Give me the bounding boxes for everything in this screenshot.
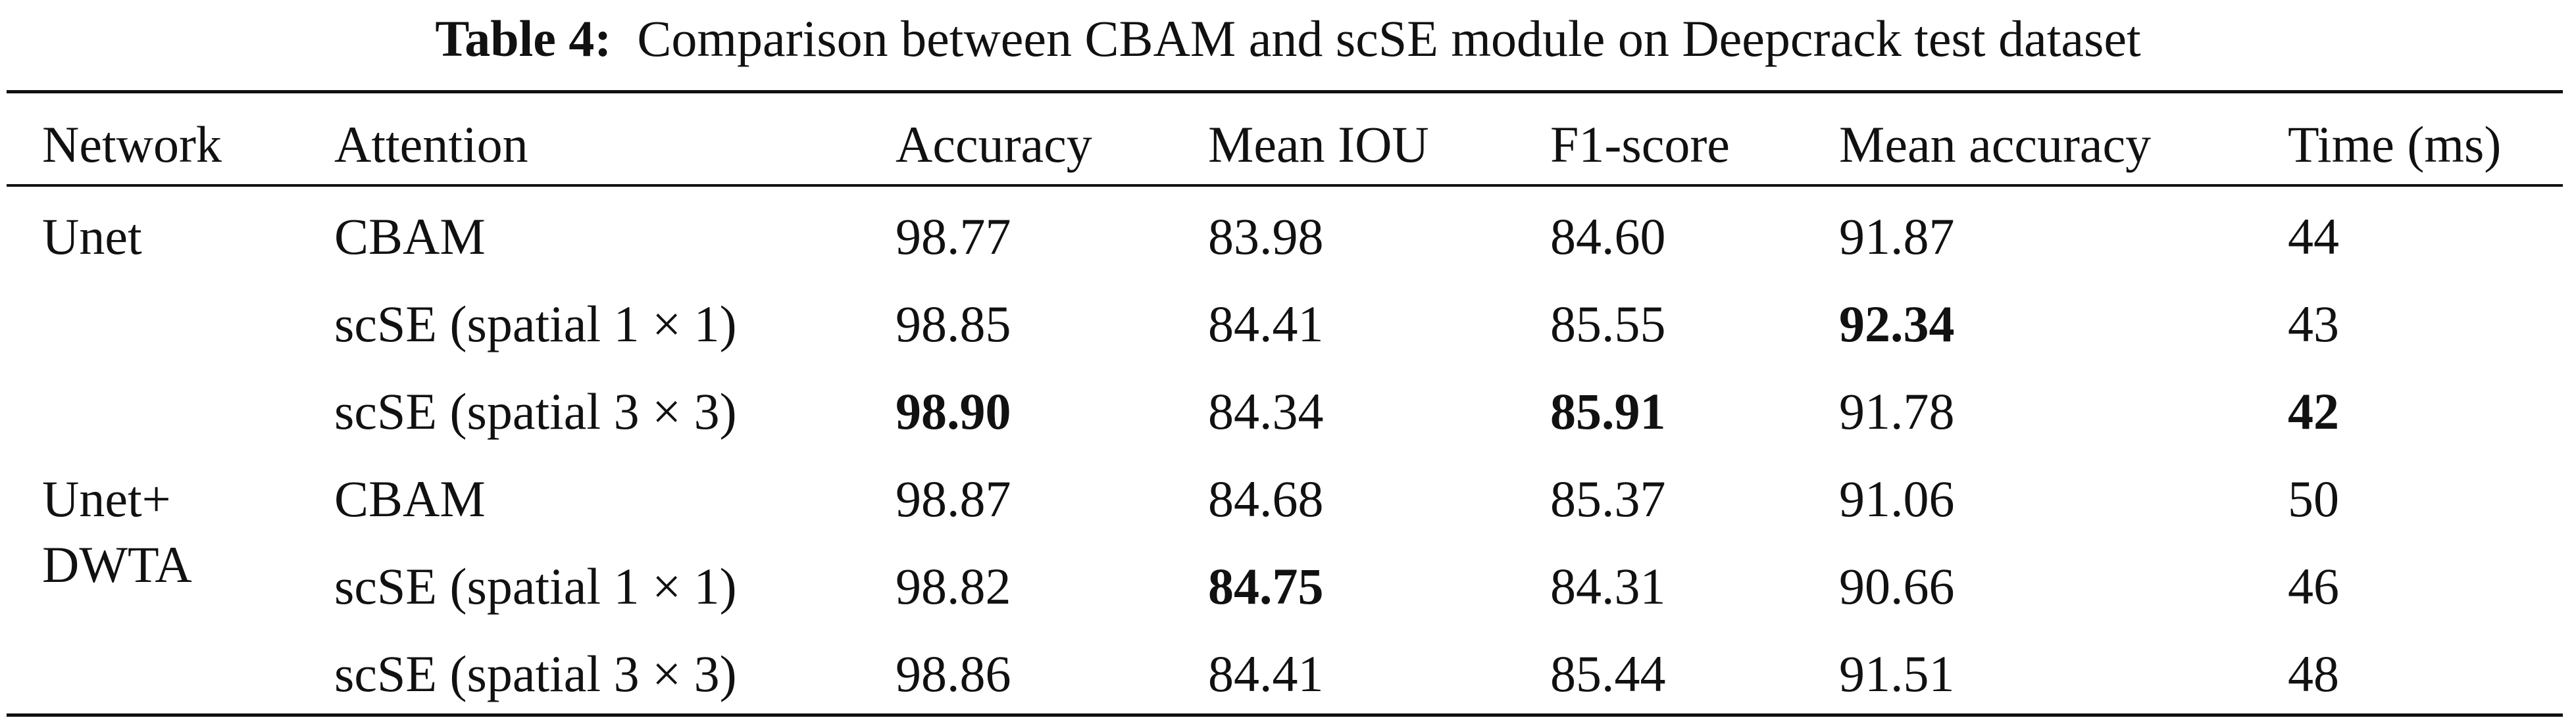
caption-label: Table 4: [435,10,612,67]
header-network: Network [42,116,222,173]
cell-mean-iou: 84.68 [1208,470,1324,527]
cell-mean-accuracy: 91.51 [1839,645,1955,702]
cell-time: 50 [2288,470,2339,527]
cell-accuracy-best: 98.90 [896,383,1011,440]
cell-mean-accuracy: 90.66 [1839,558,1955,615]
cell-time: 43 [2288,295,2339,352]
cell-f1-score: 84.60 [1550,208,1666,265]
header-accuracy: Accuracy [896,116,1092,173]
cell-mean-iou: 84.41 [1208,295,1324,352]
cell-accuracy: 98.77 [896,208,1011,265]
header-mean-accuracy: Mean accuracy [1839,116,2152,173]
bottom-rule [7,713,2563,717]
cell-mean-accuracy: 91.78 [1839,383,1955,440]
cell-time: 44 [2288,208,2339,265]
top-rule [7,90,2563,93]
table-caption: Table 4: Comparison between CBAM and scS… [0,0,2576,78]
header-mean-iou: Mean IOU [1208,116,1429,173]
cell-f1-score: 84.31 [1550,558,1666,615]
cell-attention: scSE (spatial 1 × 1) [334,558,737,615]
header-time: Time (ms) [2288,116,2502,173]
cell-mean-iou: 84.41 [1208,645,1324,702]
cell-mean-iou: 83.98 [1208,208,1324,265]
cell-time: 48 [2288,645,2339,702]
header-f1-score: F1-score [1550,116,1730,173]
cell-time: 46 [2288,558,2339,615]
cell-attention: CBAM [334,470,486,527]
cell-f1-score: 85.55 [1550,295,1666,352]
cell-mean-accuracy: 91.06 [1839,470,1955,527]
cell-mean-accuracy-best: 92.34 [1839,295,1955,352]
cell-time-best: 42 [2288,383,2339,440]
header-rule [7,184,2563,187]
cell-accuracy: 98.82 [896,558,1011,615]
network-unet: Unet [42,208,142,265]
cell-attention: CBAM [334,208,486,265]
cell-attention: scSE (spatial 3 × 3) [334,383,737,440]
cell-f1-score-best: 85.91 [1550,383,1666,440]
cell-f1-score: 85.37 [1550,470,1666,527]
cell-accuracy: 98.85 [896,295,1011,352]
cell-attention: scSE (spatial 3 × 3) [334,645,737,702]
cell-mean-iou: 84.34 [1208,383,1324,440]
header-attention: Attention [334,116,528,173]
cell-accuracy: 98.87 [896,470,1011,527]
cell-mean-iou-best: 84.75 [1208,558,1324,615]
cell-accuracy: 98.86 [896,645,1011,702]
cell-f1-score: 85.44 [1550,645,1666,702]
cell-mean-accuracy: 91.87 [1839,208,1955,265]
cell-attention: scSE (spatial 1 × 1) [334,295,737,352]
caption-text: Comparison between CBAM and scSE module … [637,10,2141,67]
network-unet-dwta-line1: Unet+ [42,470,171,527]
network-unet-dwta-line2: DWTA [42,536,192,593]
